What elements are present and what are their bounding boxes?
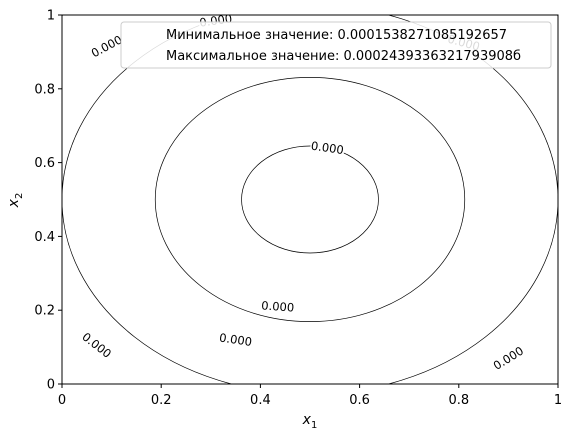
svg-text:0.000: 0.000: [218, 330, 253, 348]
x-axis-label: x1: [302, 412, 318, 431]
y-axis: 0 0.2 0.4 0.6 0.8 1: [34, 9, 62, 393]
svg-text:0.000: 0.000: [310, 139, 345, 157]
legend-entry-min: Минимальное значение: 0.0001538271085192…: [166, 28, 507, 43]
y-tick-label-3: 0.6: [34, 156, 55, 171]
y-tick-label-5: 1: [47, 9, 55, 24]
legend: Минимальное значение: 0.0001538271085192…: [120, 21, 552, 69]
contour-label-1: 0.000: [260, 298, 296, 315]
contour-line-1: [154, 77, 466, 322]
y-tick-label-1: 0.2: [34, 304, 55, 319]
y-axis-label: x2: [6, 193, 25, 209]
y-tick-label-0: 0: [47, 378, 55, 393]
contour-line-0: [241, 145, 379, 254]
contour-label-0: 0.000: [309, 138, 346, 158]
x-tick-label-0: 0: [58, 393, 66, 408]
x-tick-label-4: 0.8: [448, 393, 469, 408]
x-tick-label-5: 1: [554, 393, 562, 408]
y-tick-label-4: 0.8: [34, 82, 55, 97]
x-axis: 0 0.2 0.4 0.6 0.8 1: [58, 384, 562, 408]
y-tick-label-2: 0.4: [34, 230, 55, 245]
legend-entry-max: Максимальное значение: 0.000243933632179…: [166, 49, 521, 64]
plot-frame: [61, 14, 559, 385]
svg-text:0.000: 0.000: [261, 298, 295, 314]
contour-label-2: 0.000: [217, 330, 254, 350]
legend-box: [120, 21, 552, 69]
x-tick-label-2: 0.4: [250, 393, 271, 408]
x-tick-label-3: 0.6: [349, 393, 370, 408]
x-tick-label-1: 0.2: [151, 393, 172, 408]
